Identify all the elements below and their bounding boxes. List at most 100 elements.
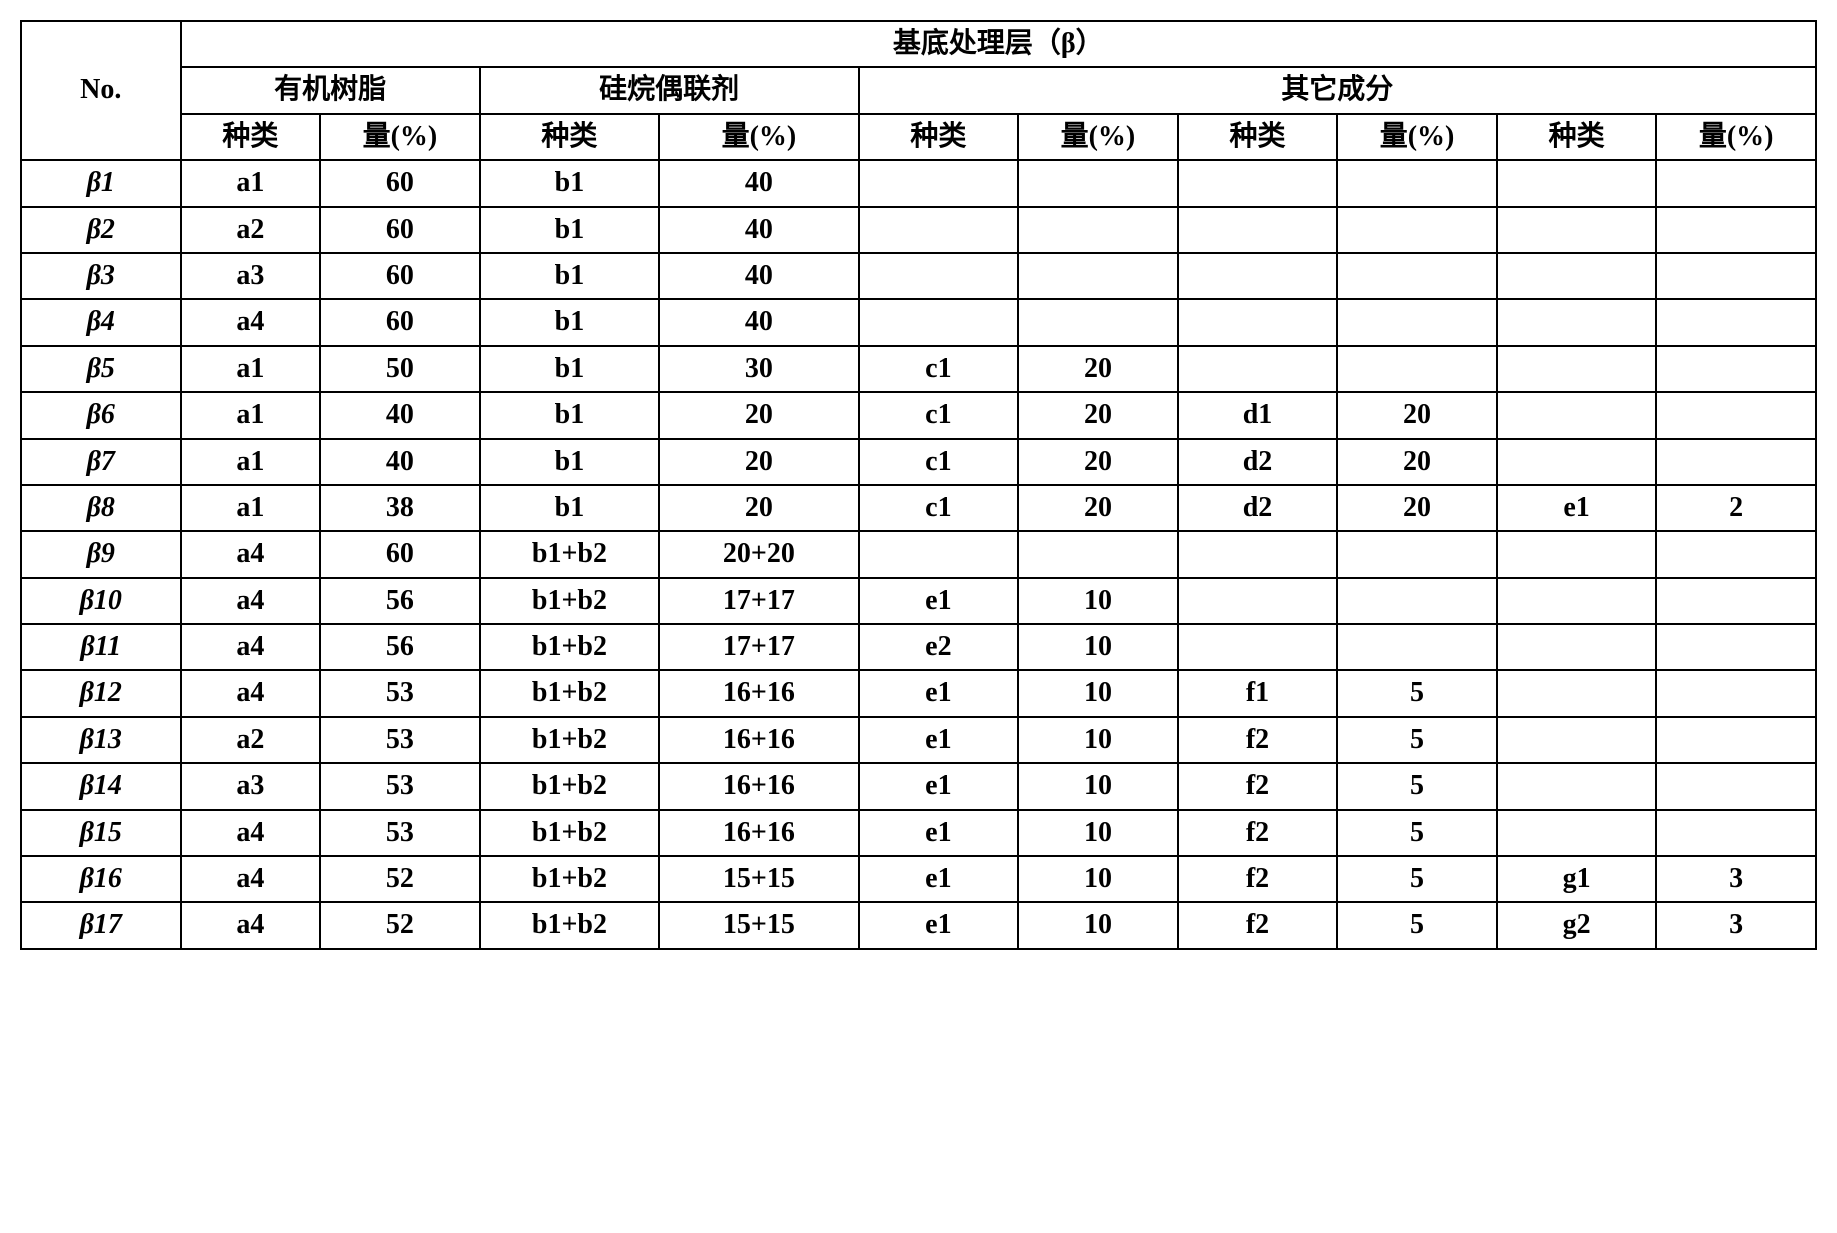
cell-b-type: b1	[480, 160, 660, 206]
cell-b-type: b1	[480, 207, 660, 253]
cell-a-amount: 56	[320, 624, 480, 670]
cell-no: β4	[21, 299, 181, 345]
cell-b-amount: 15+15	[659, 902, 858, 948]
cell-d-type: f2	[1178, 763, 1338, 809]
cell-a-amount: 38	[320, 485, 480, 531]
cell-a-type: a1	[181, 346, 321, 392]
cell-d-amount: 5	[1337, 902, 1497, 948]
cell-b-amount: 16+16	[659, 763, 858, 809]
cell-e-amount	[1656, 670, 1816, 716]
cell-e-amount	[1656, 253, 1816, 299]
cell-d-amount	[1337, 207, 1497, 253]
cell-a-amount: 60	[320, 253, 480, 299]
cell-b-amount: 20+20	[659, 531, 858, 577]
cell-a-type: a4	[181, 624, 321, 670]
cell-b-amount: 16+16	[659, 670, 858, 716]
header-type: 种类	[1497, 114, 1657, 160]
cell-a-amount: 53	[320, 670, 480, 716]
cell-a-type: a4	[181, 856, 321, 902]
cell-a-type: a4	[181, 902, 321, 948]
cell-c-amount: 20	[1018, 392, 1178, 438]
table-row: β17a452b1+b215+15e110f25g23	[21, 902, 1816, 948]
cell-b-type: b1	[480, 253, 660, 299]
cell-c-amount	[1018, 531, 1178, 577]
cell-no: β2	[21, 207, 181, 253]
cell-e-amount	[1656, 531, 1816, 577]
cell-d-amount	[1337, 346, 1497, 392]
cell-e-type	[1497, 578, 1657, 624]
cell-b-type: b1+b2	[480, 670, 660, 716]
cell-c-amount: 20	[1018, 485, 1178, 531]
cell-e-type: g2	[1497, 902, 1657, 948]
cell-c-amount: 10	[1018, 670, 1178, 716]
cell-a-amount: 40	[320, 439, 480, 485]
cell-c-type: e1	[859, 763, 1019, 809]
cell-d-type	[1178, 299, 1338, 345]
header-amount: 量(%)	[1656, 114, 1816, 160]
cell-c-type: e1	[859, 856, 1019, 902]
cell-d-amount: 5	[1337, 810, 1497, 856]
cell-d-type: d1	[1178, 392, 1338, 438]
cell-c-amount: 10	[1018, 624, 1178, 670]
cell-e-type	[1497, 160, 1657, 206]
cell-no: β5	[21, 346, 181, 392]
cell-no: β11	[21, 624, 181, 670]
cell-e-type	[1497, 531, 1657, 577]
cell-a-amount: 53	[320, 717, 480, 763]
cell-c-type: e1	[859, 578, 1019, 624]
cell-c-type: c1	[859, 485, 1019, 531]
cell-b-type: b1+b2	[480, 624, 660, 670]
cell-b-amount: 17+17	[659, 624, 858, 670]
cell-b-type: b1	[480, 392, 660, 438]
cell-e-amount	[1656, 578, 1816, 624]
cell-c-type: e2	[859, 624, 1019, 670]
cell-e-type	[1497, 763, 1657, 809]
cell-b-amount: 30	[659, 346, 858, 392]
cell-d-type	[1178, 160, 1338, 206]
cell-a-amount: 56	[320, 578, 480, 624]
cell-a-amount: 40	[320, 392, 480, 438]
cell-a-type: a2	[181, 717, 321, 763]
cell-a-type: a4	[181, 531, 321, 577]
cell-b-type: b1+b2	[480, 902, 660, 948]
cell-e-amount	[1656, 717, 1816, 763]
cell-e-type	[1497, 207, 1657, 253]
header-sub2: 硅烷偶联剂	[480, 67, 859, 113]
cell-c-amount: 10	[1018, 578, 1178, 624]
cell-b-type: b1+b2	[480, 531, 660, 577]
cell-e-type	[1497, 810, 1657, 856]
cell-b-amount: 40	[659, 207, 858, 253]
cell-c-amount	[1018, 299, 1178, 345]
cell-b-amount: 40	[659, 253, 858, 299]
cell-b-amount: 16+16	[659, 717, 858, 763]
cell-a-type: a4	[181, 299, 321, 345]
cell-e-type	[1497, 392, 1657, 438]
cell-b-type: b1+b2	[480, 717, 660, 763]
cell-c-amount	[1018, 253, 1178, 299]
cell-b-type: b1	[480, 439, 660, 485]
cell-d-type	[1178, 207, 1338, 253]
table-row: β9a460b1+b220+20	[21, 531, 1816, 577]
cell-e-amount	[1656, 624, 1816, 670]
cell-e-amount	[1656, 810, 1816, 856]
cell-c-type: e1	[859, 810, 1019, 856]
cell-d-amount: 5	[1337, 670, 1497, 716]
cell-no: β15	[21, 810, 181, 856]
table-row: β3a360b140	[21, 253, 1816, 299]
cell-no: β1	[21, 160, 181, 206]
cell-c-type: c1	[859, 346, 1019, 392]
cell-d-type	[1178, 253, 1338, 299]
cell-e-amount	[1656, 207, 1816, 253]
cell-a-amount: 60	[320, 207, 480, 253]
cell-a-type: a3	[181, 763, 321, 809]
cell-d-type	[1178, 624, 1338, 670]
cell-a-type: a3	[181, 253, 321, 299]
cell-a-amount: 60	[320, 299, 480, 345]
cell-b-type: b1+b2	[480, 763, 660, 809]
cell-d-type: f2	[1178, 717, 1338, 763]
header-type: 种类	[1178, 114, 1338, 160]
cell-a-amount: 50	[320, 346, 480, 392]
cell-e-type	[1497, 253, 1657, 299]
table-row: β2a260b140	[21, 207, 1816, 253]
cell-d-amount: 5	[1337, 763, 1497, 809]
